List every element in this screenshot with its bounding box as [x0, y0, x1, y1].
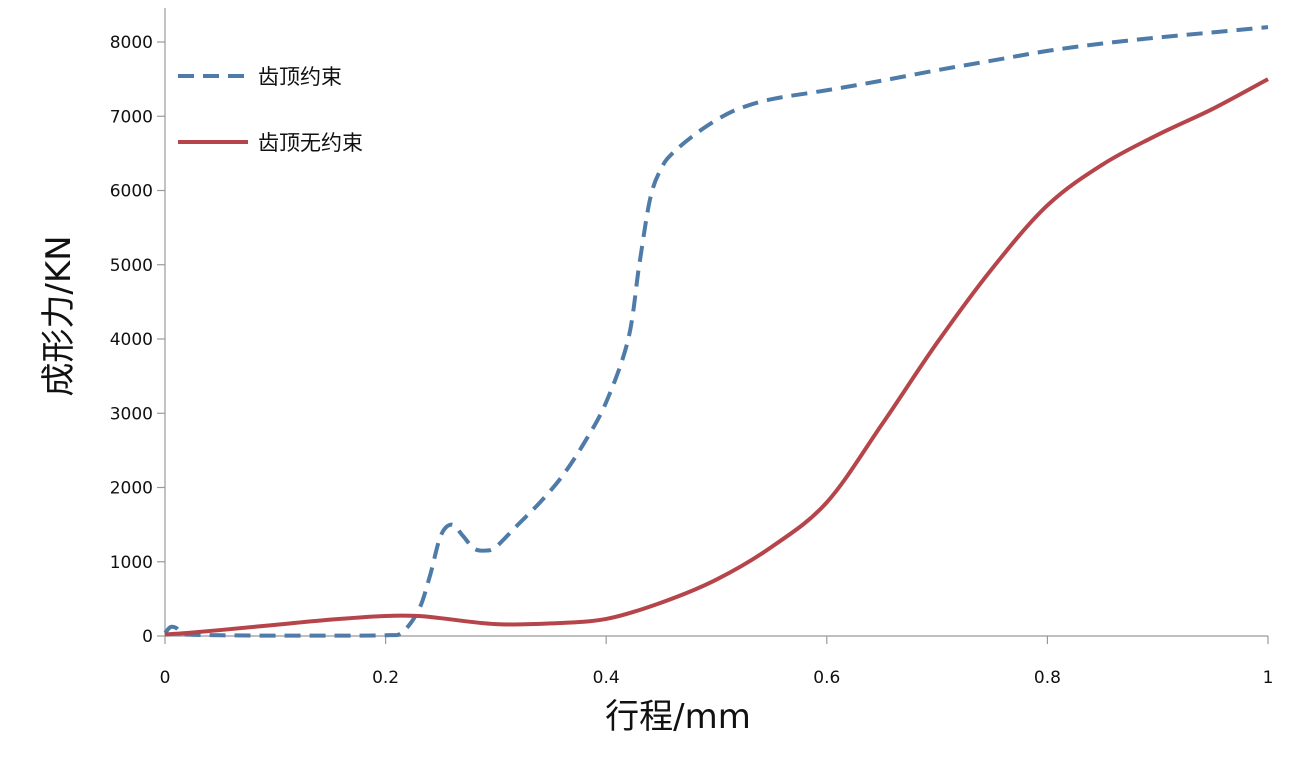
- y-tick-label: 5000: [110, 256, 153, 276]
- x-tick-label: 1: [1263, 668, 1274, 688]
- y-tick-label: 1000: [110, 553, 153, 573]
- axes: [164, 8, 1268, 637]
- y-tick-label: 7000: [110, 107, 153, 127]
- legend-label-2: 齿顶无约束: [258, 131, 363, 155]
- y-axis-title: 成形力/KN: [39, 235, 79, 396]
- y-tick-label: 8000: [110, 33, 153, 53]
- x-ticks: 0 0.2 0.4 0.6 0.8 1: [160, 636, 1274, 688]
- x-tick-label: 0.6: [813, 668, 840, 688]
- x-axis-title: 行程/mm: [605, 697, 751, 737]
- x-tick-label: 0.4: [593, 668, 620, 688]
- series-line-1: [163, 25, 1269, 638]
- y-tick-label: 4000: [110, 330, 153, 350]
- series-line-2: [164, 77, 1269, 637]
- y-tick-label: 3000: [110, 404, 153, 424]
- x-tick-label: 0: [160, 668, 171, 688]
- y-ticks: 0 1000 2000 3000 4000 5000 6000 7000 8000: [110, 33, 165, 647]
- legend-label-1: 齿顶约束: [258, 65, 342, 89]
- x-tick-label: 0.2: [372, 668, 399, 688]
- y-tick-label: 0: [142, 627, 153, 647]
- series-layer: [163, 25, 1269, 638]
- y-tick-label: 2000: [110, 479, 153, 499]
- x-tick-label: 0.8: [1034, 668, 1061, 688]
- y-tick-label: 6000: [110, 182, 153, 202]
